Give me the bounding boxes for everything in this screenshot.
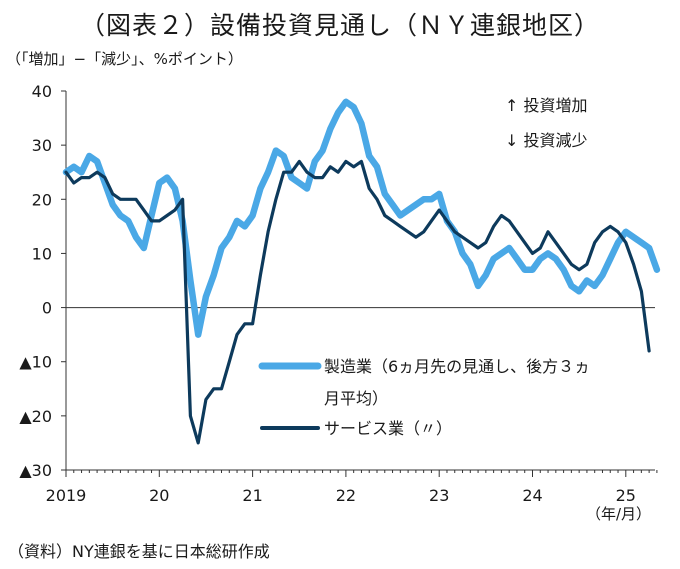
y-tick-label: ▲20 (19, 407, 52, 426)
y-axis-unit-label: （「増加」−「減少」、%ポイント） (6, 50, 243, 68)
y-tick-label: 0 (42, 299, 52, 318)
y-tick-label: ▲10 (19, 353, 52, 372)
x-tick-label: 20 (149, 486, 169, 505)
series-line-manufacturing (62, 98, 661, 338)
legend-label-services: サービス業（〃） (324, 419, 452, 438)
x-tick-label: 22 (336, 486, 356, 505)
chart-axes: 40 30 20 10 0 ▲10 ▲20 ▲30 2019 20 21 22 23 24 25 (19, 82, 658, 505)
x-tick-label: 24 (522, 486, 542, 505)
y-tick-label: 40 (32, 82, 52, 101)
x-tick-label: 23 (429, 486, 449, 505)
annotation-down: ↓ 投資減少 (505, 131, 588, 150)
annotation-up: ↑ 投資増加 (505, 96, 588, 115)
chart-series (62, 98, 661, 445)
y-tick-label: 10 (32, 244, 52, 263)
legend-label-manufacturing-line1: 製造業（6ヵ月先の見通し、後方３ヵ (324, 357, 590, 376)
y-tick-label: 20 (32, 190, 52, 209)
chart-title: （図表２）設備投資見通し（ＮＹ連銀地区） (79, 11, 600, 40)
legend: 製造業（6ヵ月先の見通し、後方３ヵ 月平均） サービス業（〃） (258, 357, 590, 438)
x-axis-unit-label: （年/月） (586, 505, 651, 523)
series-line-services (64, 159, 651, 445)
legend-label-manufacturing-line2: 月平均） (324, 389, 388, 408)
x-tick-label: 2019 (46, 486, 87, 505)
y-tick-label: ▲30 (19, 461, 52, 480)
source-note: （資料）NY連銀を基に日本総研作成 (8, 542, 270, 561)
x-tick-label: 21 (242, 486, 262, 505)
y-tick-label: 30 (32, 136, 52, 155)
x-tick-label: 25 (616, 486, 636, 505)
